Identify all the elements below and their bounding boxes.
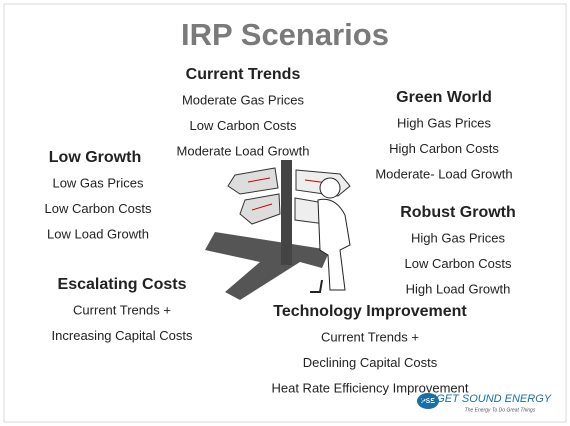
scenario-line: Low Carbon Costs [45,201,152,216]
scenario-line: Low Carbon Costs [405,256,512,271]
scenario-name: Escalating Costs [58,276,187,293]
title: IRP Scenarios [181,17,389,52]
logo-tagline: The Energy To Do Great Things [465,407,536,413]
scenarios: Current Trends Moderate Gas Prices Low Car… [45,66,516,395]
logo: PSE PUGET SOUND ENERGY The Energy To Do … [417,393,552,413]
scenario-line: Increasing Capital Costs [52,328,193,343]
scenario-name: Current Trends [186,66,301,83]
scenario-line: High Gas Prices [411,230,505,245]
scenario-line: Current Trends + [321,329,419,344]
scenario-line: High Carbon Costs [389,141,499,156]
scenario-line: High Gas Prices [397,115,491,130]
scenario-line: Low Carbon Costs [190,118,297,133]
scenario-line: Low Load Growth [47,226,149,241]
scenario-name: Robust Growth [400,204,516,221]
scenario-line: Heat Rate Efficiency Improvement [271,380,468,395]
scenario-name: Technology Improvement [273,303,467,320]
scenario-line: Moderate Load Growth [177,143,310,158]
scenario-line: Current Trends + [73,302,171,317]
scenario-line: Moderate- Load Growth [375,166,512,181]
clipart [205,160,351,300]
logo-mark: PSE [421,398,435,405]
scenario-line: Moderate Gas Prices [182,92,305,107]
logo-name: PUGET SOUND ENERGY [421,393,552,405]
scenario-name: Green World [396,89,492,106]
scenario-name: Low Growth [49,149,141,166]
scenario-line: Low Gas Prices [52,175,144,190]
scenario-line: High Load Growth [406,281,511,296]
frame [3,3,567,423]
scenario-line: Declining Capital Costs [303,355,438,370]
